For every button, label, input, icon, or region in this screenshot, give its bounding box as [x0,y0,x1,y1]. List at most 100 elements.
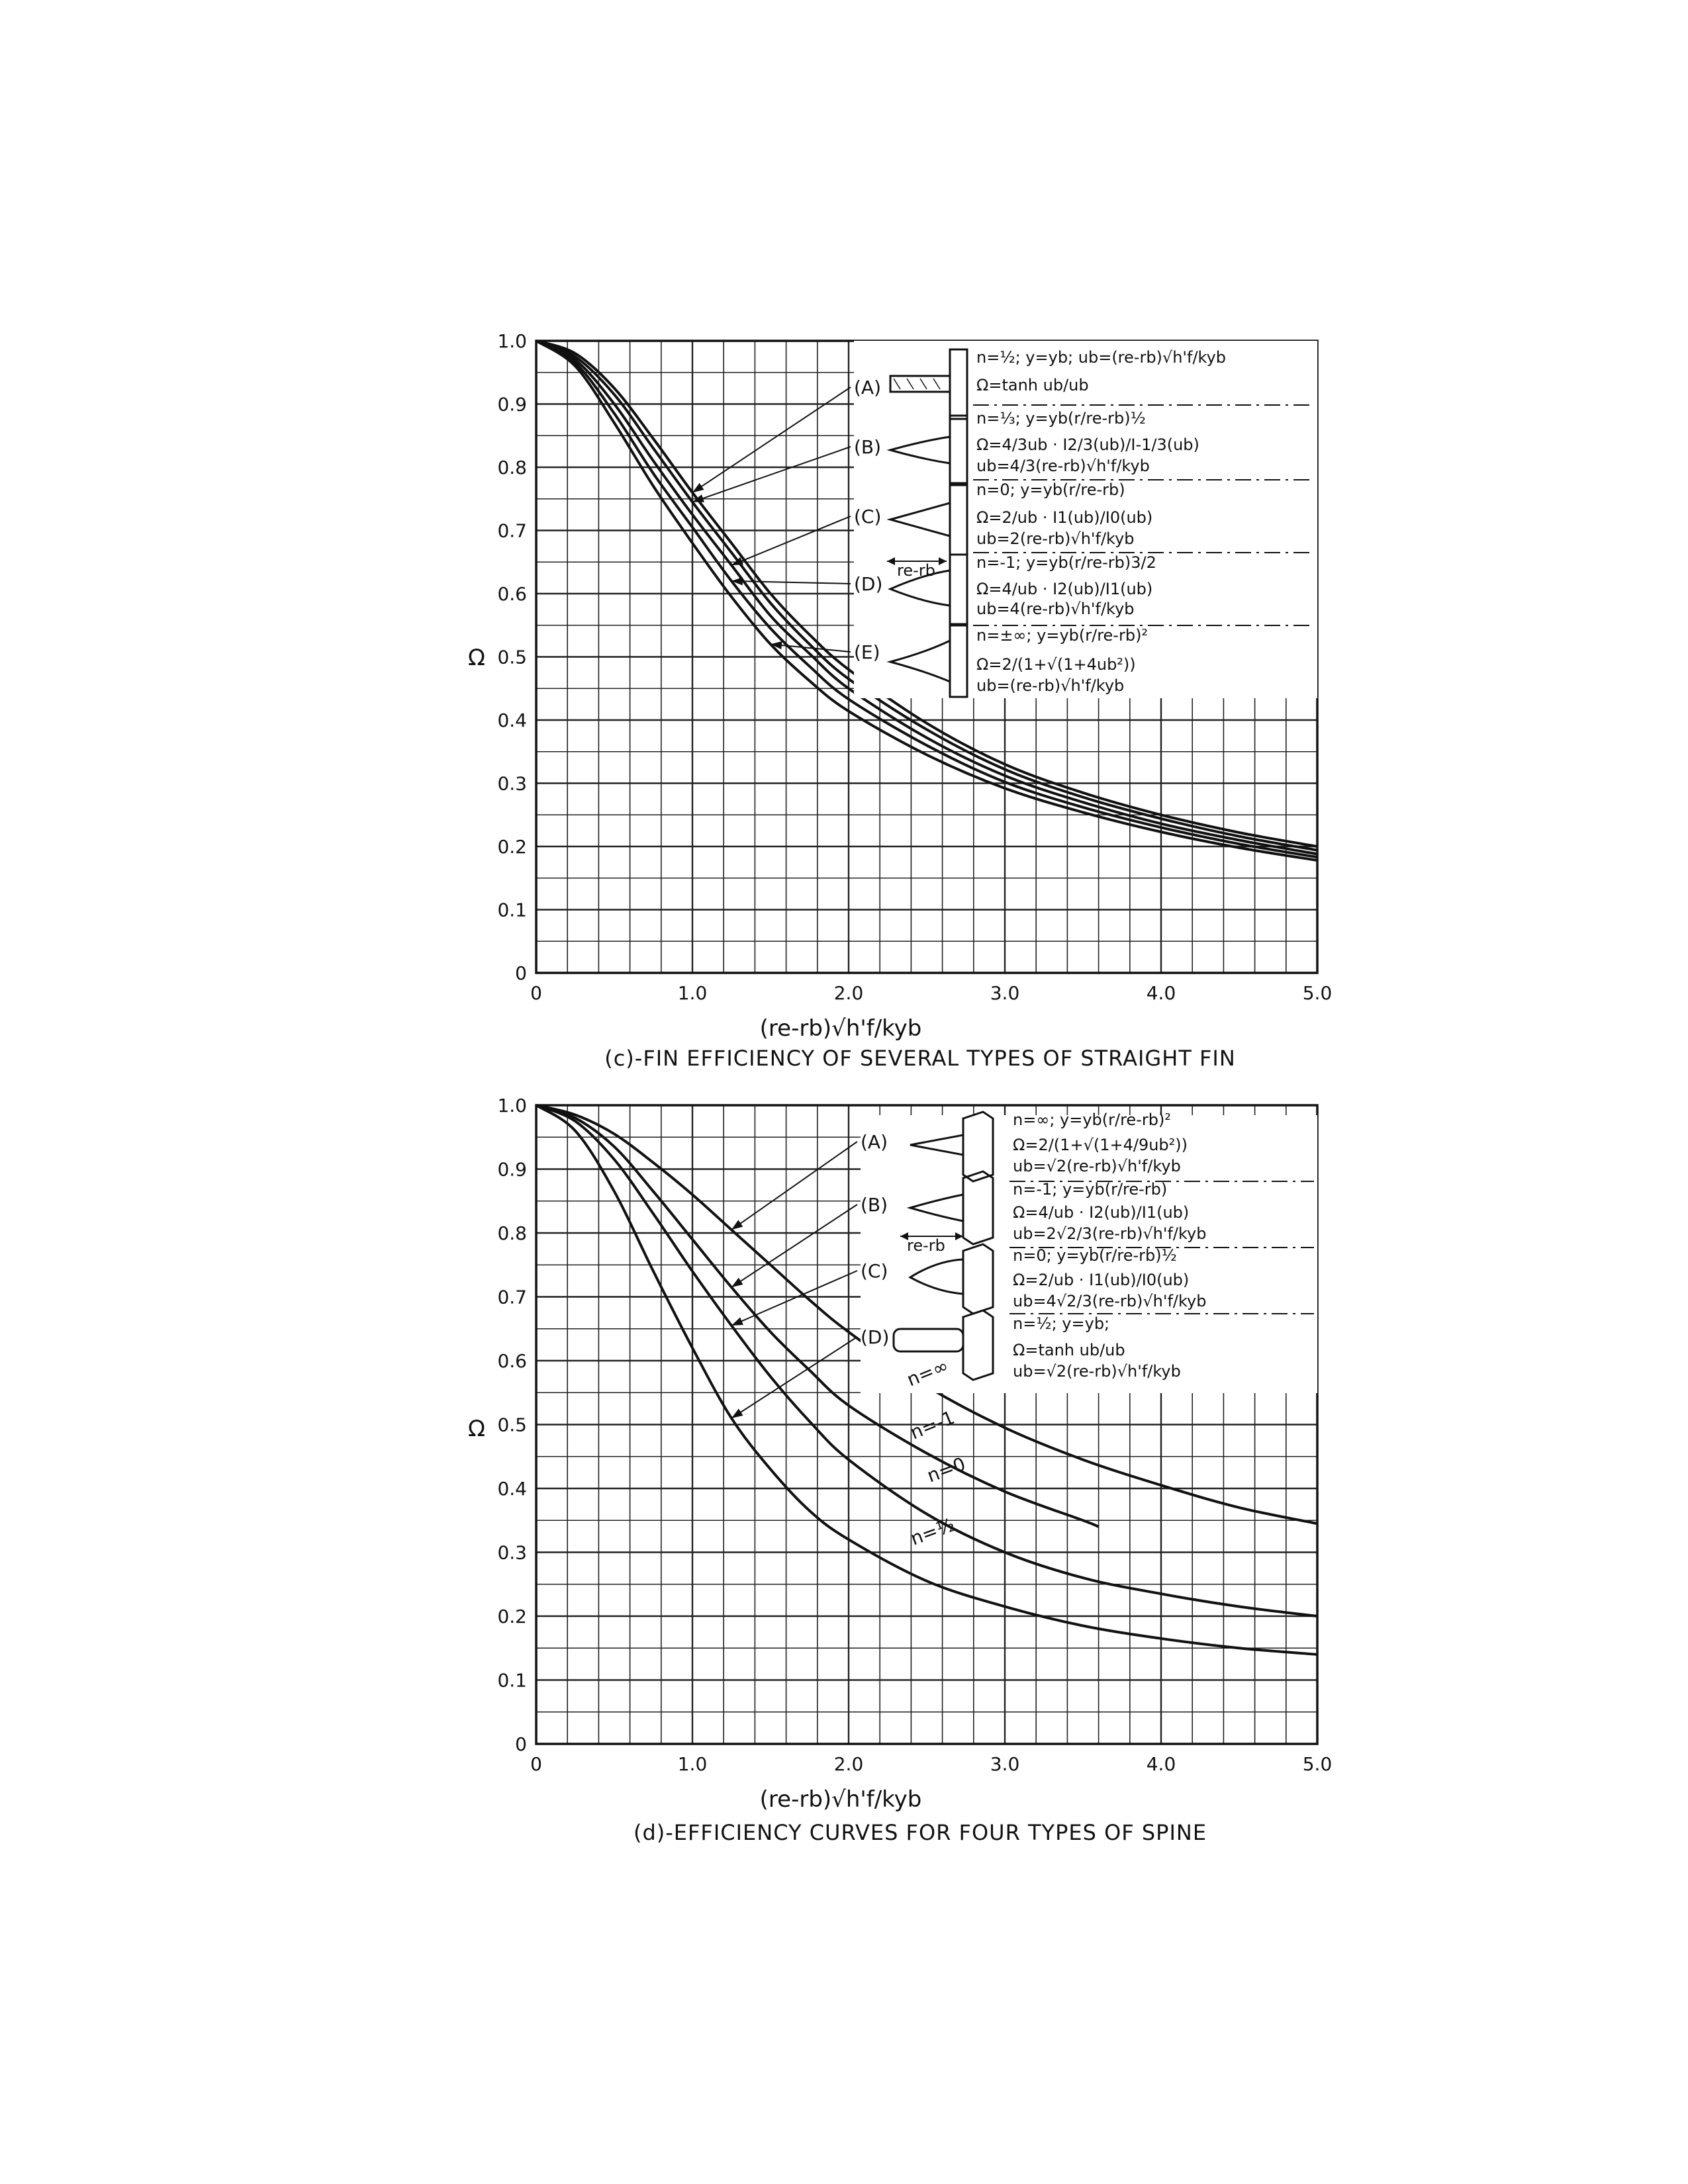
chart-c-leader-arrowhead-1 [692,494,704,502]
chart-d-legend-row-b: (B) n=-1; y=yb(r/re-rb) Ω=4/ub · I2(ub)/… [861,1170,1314,1248]
chart-c-legend-e-line3: ub=(re-rb)√h'f/kyb [976,676,1124,695]
chart-d-legend-row-a: (A) n=∞; y=yb(r/re-rb)² Ω=2/(1+√(1+4/9ub… [861,1111,1314,1183]
chart-d-legend-a-line3: ub=√2(re-rb)√h'f/kyb [1013,1157,1181,1175]
chart-d-curve-2 [536,1104,1318,1617]
chart-c-leader-arrows [692,387,851,653]
chart-c-legend-row-e: (E) n=±∞; y=yb(r/re-rb)² Ω=2/(1+√(1+4ub²… [854,624,1148,698]
chart-c-x-tick-4: 4.0 [1147,982,1176,1004]
chart-c-y-tick-6: 0.6 [497,583,527,605]
concave-triangular-fin-profile-icon [886,624,968,698]
chart-d-leader-0 [731,1141,858,1230]
chart-c-x-tick-3: 3.0 [990,982,1020,1004]
chart-d-leader-1 [731,1204,858,1288]
chart-c-leader-0 [692,387,851,494]
chart-d-legend-tag-a: (A) [861,1131,888,1153]
chart-c-leader-4 [770,643,851,653]
chart-c-legend-a-line2: Ω=tanh ub/ub [976,376,1089,394]
chart-c-legend-tag-a: (A) [854,377,881,398]
chart-c-caption: (c)-FIN EFFICIENCY OF SEVERAL TYPES OF S… [604,1046,1236,1071]
chart-d-y-axis-label: Ω [468,1416,485,1442]
chart-d-leader-2 [731,1270,858,1326]
chart-d-legend-row-d: (D) n=½; y=yb; Ω=tanh ub/ub ub=√2(re-rb)… [861,1309,1181,1381]
chart-c-legend-row-a: (A) n=½; y=yb; ub=(re-rb)√h'f/kyb Ω=tanh… [854,348,1311,420]
chart-d-y-tick-1: 0.1 [497,1670,527,1692]
chart-c-leader-2 [731,516,851,566]
chart-c-leader-arrowhead-0 [692,482,704,493]
chart-d-y-tick-5: 0.5 [497,1414,527,1436]
chart-d-y-tick-0: 0 [515,1733,527,1755]
chart-c-leader-arrowhead-4 [771,641,782,650]
chart-d-y-tick-9: 0.9 [497,1159,527,1181]
chart-c-x-tick-1: 1.0 [678,982,708,1004]
chart-d-leader-arrows [731,1141,858,1419]
chart-c-legend-b-line3: ub=4/3(re-rb)√h'f/kyb [976,457,1150,475]
chart-c-y-tick-9: 0.9 [497,394,527,416]
chart-c-curve-4 [535,340,1318,862]
chart-d-dimension-label: re-rb [907,1236,945,1255]
chart-c-legend-background [854,341,1317,698]
chart-c-legend-b-line1: n=⅓; y=yb(r/re-rb)½ [976,409,1146,428]
chart-c-x-axis-label: (re-rb)√h'f/kyb [760,1015,922,1042]
chart-c-y-axis-label: Ω [468,645,485,671]
chart-d-legend-c-line3: ub=4√2/3(re-rb)√h'f/kyb [1013,1292,1206,1310]
chart-d-y-tick-4: 0.4 [497,1478,527,1500]
chart-d-legend-a-line1: n=∞; y=yb(r/re-rb)² [1013,1111,1171,1129]
chart-d-x-ticks: 0 1.0 2.0 3.0 4.0 5.0 [530,1753,1332,1775]
chart-c-y-tick-3: 0.3 [497,773,527,795]
concave-parabolic-fin-profile-icon [886,414,968,486]
chart-c-curve-3 [536,340,1318,859]
chart-c-legend-d-line2: Ω=4/ub · I2(ub)/I1(ub) [976,580,1152,598]
chart-c-legend-row-b: (B) n=⅓; y=yb(r/re-rb)½ Ω=4/3ub · I2/3(u… [854,409,1311,486]
chart-d-legend-tag-b: (B) [861,1194,888,1216]
chart-c-legend: (A) n=½; y=yb; ub=(re-rb)√h'f/kyb Ω=tanh… [854,341,1317,698]
chart-c-y-tick-1: 0.1 [497,899,527,921]
chart-d-leader-3 [731,1336,858,1419]
chart-c-y-ticks: 0 0.1 0.2 0.3 0.4 0.5 0.6 0.7 0.8 0.9 1.0 [497,330,527,984]
chart-d-curve-label-n-0: n=0 [924,1453,968,1486]
chart-d-y-ticks: 0 0.1 0.2 0.3 0.4 0.5 0.6 0.7 0.8 0.9 1.0 [497,1095,527,1755]
chart-c-y-tick-10: 1.0 [497,330,527,352]
chart-d-leader-arrowhead-0 [731,1220,743,1230]
chart-c-y-tick-5: 0.5 [497,647,527,668]
chart-c-legend-a-line1: n=½; y=yb; ub=(re-rb)√h'f/kyb [976,348,1226,367]
chart-c-y-tick-8: 0.8 [497,457,527,478]
chart-d-curves [535,1104,1318,1656]
chart-d-y-tick-10: 1.0 [497,1095,527,1116]
chart-c-leader-3 [731,580,851,584]
chart-d-legend-c-line1: n=0; y=yb(r/re-rb)½ [1013,1246,1177,1265]
chart-d-legend-d-line1: n=½; y=yb; [1013,1314,1109,1333]
chart-c-dimension-arrow: re-rb [887,557,947,580]
chart-d-leader-arrowhead-2 [731,1317,743,1326]
chart-c-legend-row-c: (C) n=0; y=yb(r/re-rb) Ω=2/ub · I1(ub)/I… [854,480,1311,556]
chart-d-x-tick-2: 2.0 [834,1753,864,1775]
chart-d-x-tick-0: 0 [530,1753,542,1775]
chart-d-plot-frame [535,1104,1319,1745]
chart-c-leader-arrowhead-3 [731,577,743,586]
chart-c-legend-tag-b: (B) [854,436,881,458]
chart-c-leader-1 [692,446,851,503]
chart-d-legend-tag-c: (C) [861,1260,888,1282]
chart-c-curve-0 [536,340,1318,848]
chart-c-legend-e-line1: n=±∞; y=yb(r/re-rb)² [976,626,1148,645]
chart-c-legend-d-line1: n=-1; y=yb(r/re-rb)3/2 [976,553,1156,572]
conical-spine-icon [910,1111,994,1183]
chart-d-legend-row-c: (C) n=0; y=yb(r/re-rb)½ Ω=2/ub · I1(ub)/… [861,1243,1314,1315]
chart-d-curve-0 [536,1104,1318,1525]
chart-d-legend-background [861,1115,1317,1393]
chart-d-legend-d-line3: ub=√2(re-rb)√h'f/kyb [1013,1362,1181,1381]
chart-c-x-tick-2: 2.0 [834,982,864,1004]
chart-c-x-tick-0: 0 [530,982,542,1004]
chart-c-legend-tag-d: (D) [854,573,882,595]
chart-d-legend-a-line2: Ω=2/(1+√(1+4/9ub²)) [1013,1136,1188,1154]
chart-d-curve-label-n-minus-1: n=-1 [907,1406,957,1443]
chart-d-y-tick-2: 0.2 [497,1606,527,1627]
chart-d-curve-label-n-half: n=½ [908,1514,958,1549]
chart-d-x-axis-label: (re-rb)√h'f/kyb [760,1786,922,1813]
chart-c-legend-tag-e: (E) [854,641,880,663]
chart-c-straight-fin-efficiency: 0 1.0 2.0 3.0 4.0 5.0 00.10.20.30.40.50.60.70… [468,330,1332,1071]
chart-c-legend-b-line2: Ω=4/3ub · I2/3(ub)/I-1/3(ub) [976,435,1199,454]
concave-parabolic-spine-icon [906,1170,994,1246]
chart-c-curve-2 [536,340,1318,856]
chart-d-legend-b-line3: ub=2√2/3(re-rb)√h'f/kyb [1013,1224,1206,1243]
